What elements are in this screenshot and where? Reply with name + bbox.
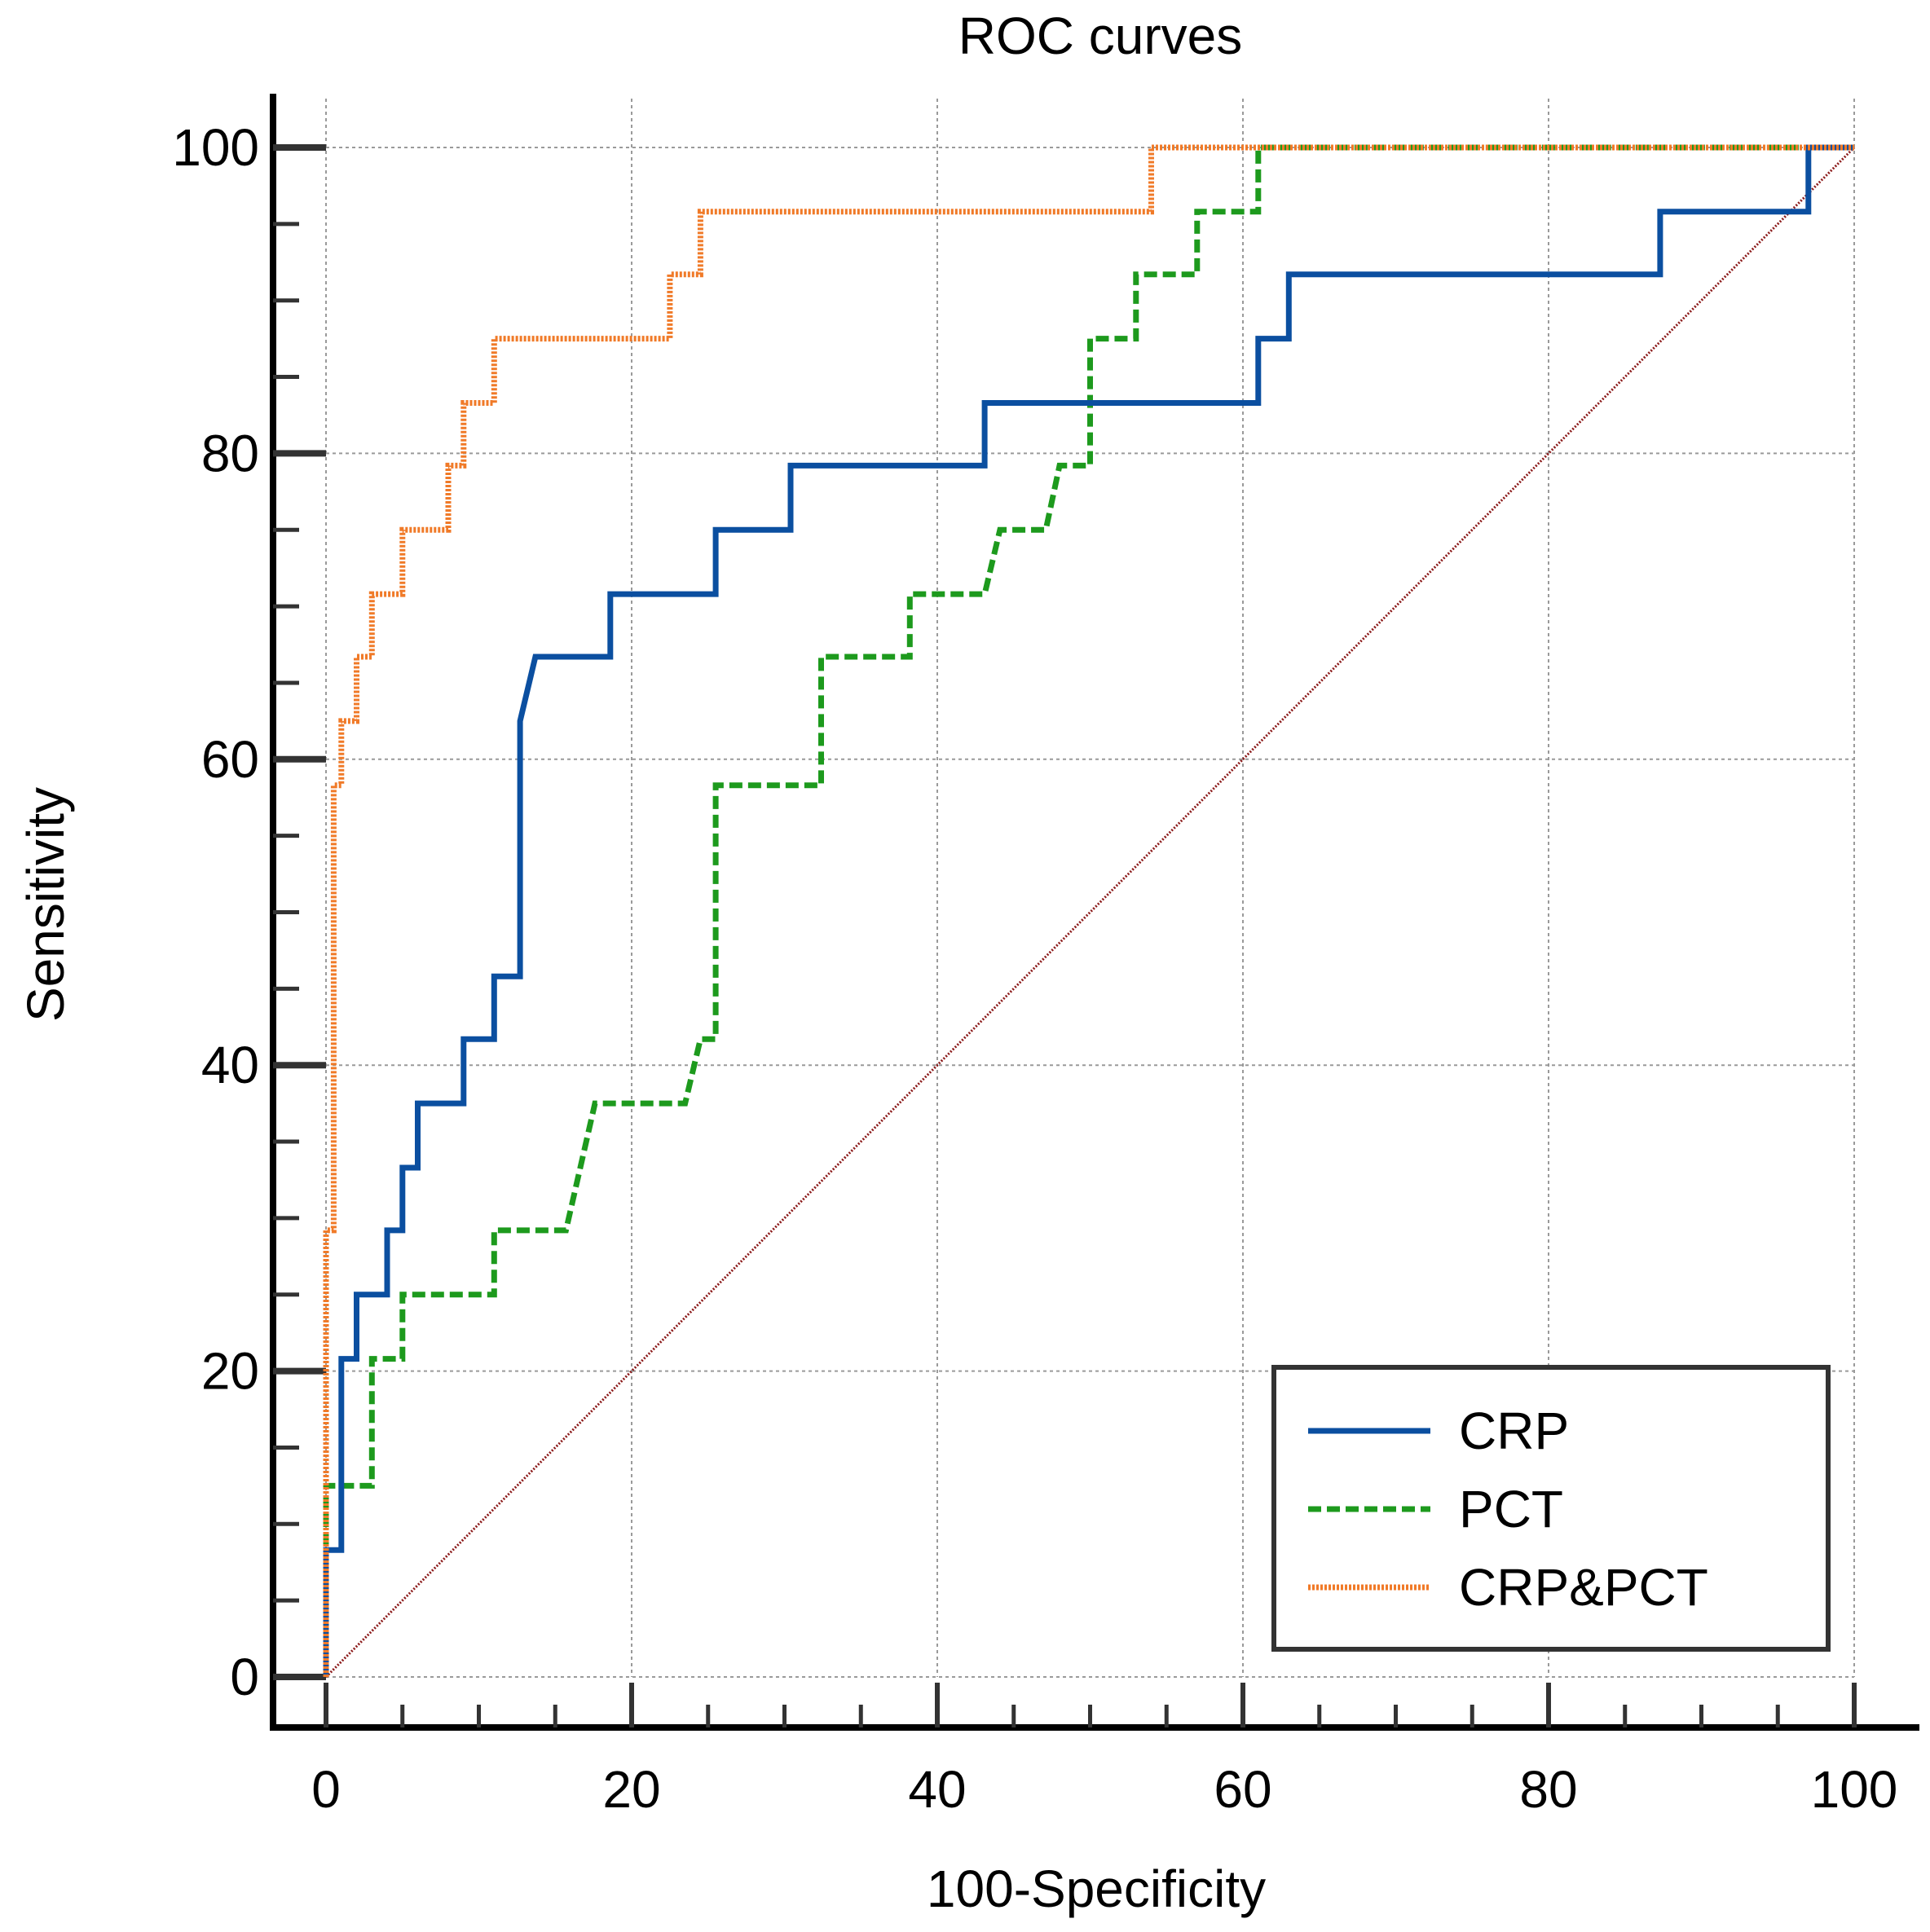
x-tick-label-0: 0 [311, 1760, 341, 1819]
x-tick-label-40: 40 [908, 1760, 966, 1819]
legend-label-crp: CRP [1459, 1402, 1569, 1460]
x-tick-label-60: 60 [1214, 1760, 1271, 1819]
y-tick-label-100: 100 [172, 118, 259, 177]
y-tick-label-20: 20 [201, 1342, 259, 1401]
legend-label-crp-pct: CRP&PCT [1459, 1558, 1708, 1617]
legend-label-pct: PCT [1459, 1480, 1563, 1538]
roc-curves [323, 144, 1854, 1677]
x-axis-label: 100-Specificity [927, 1859, 1266, 1918]
curve-crp [323, 144, 1854, 1677]
y-axis-label: Sensitivity [16, 787, 75, 1022]
x-tick-label-100: 100 [1811, 1760, 1898, 1819]
x-tick-label-20: 20 [602, 1760, 660, 1819]
curve-pct [323, 144, 1854, 1677]
curve-crp-pct [323, 144, 1854, 1677]
axis-ticks: 0 20 40 60 80 100 0 20 40 60 80 100 [172, 118, 1897, 1819]
y-tick-label-60: 60 [201, 730, 259, 789]
chart-title: ROC curves [958, 7, 1243, 65]
x-tick-label-80: 80 [1519, 1760, 1577, 1819]
y-tick-label-0: 0 [230, 1648, 259, 1706]
y-tick-label-80: 80 [201, 424, 259, 482]
y-tick-label-40: 40 [201, 1036, 259, 1094]
legend: CRP PCT CRP&PCT [1271, 1365, 1831, 1652]
